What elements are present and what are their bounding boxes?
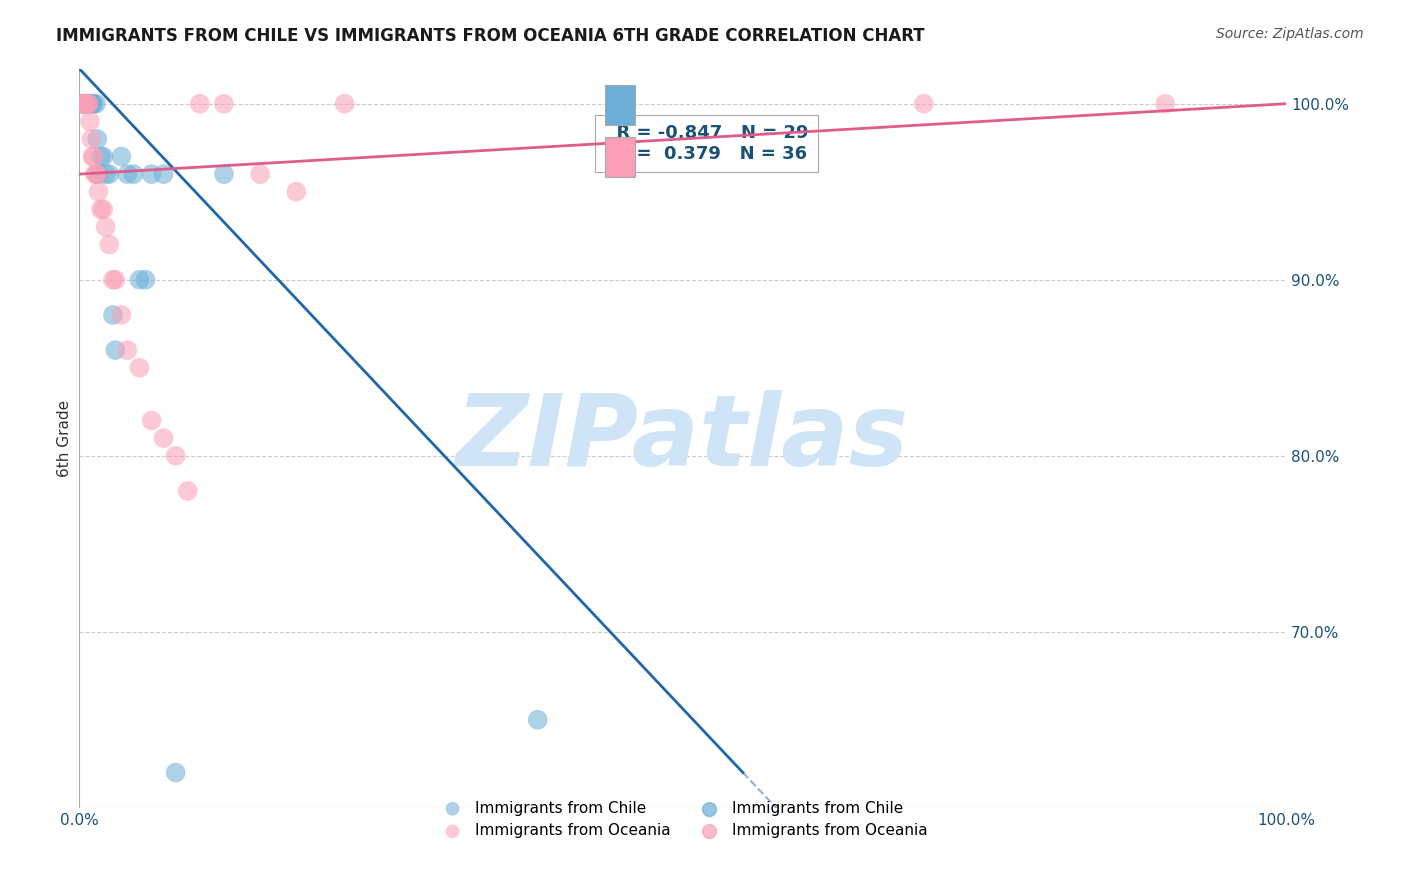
Text: Source: ZipAtlas.com: Source: ZipAtlas.com [1216, 27, 1364, 41]
Immigrants from Chile [84, 96, 107, 111]
Immigrants from Oceania [84, 167, 107, 181]
Immigrants from Chile [86, 132, 108, 146]
Immigrants from Oceania [80, 132, 103, 146]
Immigrants from Chile [87, 167, 110, 181]
Immigrants from Oceania [87, 185, 110, 199]
Immigrants from Oceania [117, 343, 139, 358]
Immigrants from Oceania [82, 149, 104, 163]
Immigrants from Chile [98, 167, 121, 181]
Immigrants from Oceania [98, 237, 121, 252]
Immigrants from Oceania [177, 483, 200, 498]
Immigrants from Oceania [104, 273, 127, 287]
Legend: Immigrants from Chile, Immigrants from Oceania, Immigrants from Chile, Immigrant: Immigrants from Chile, Immigrants from O… [432, 795, 934, 845]
Immigrants from Oceania [72, 96, 94, 111]
Immigrants from Chile [73, 96, 96, 111]
Immigrants from Oceania [110, 308, 132, 322]
Immigrants from Oceania [912, 96, 935, 111]
FancyBboxPatch shape [606, 85, 636, 126]
Immigrants from Chile [79, 96, 101, 111]
Immigrants from Chile [75, 96, 97, 111]
Immigrants from Chile [122, 167, 145, 181]
Immigrants from Oceania [671, 149, 693, 163]
Immigrants from Chile [80, 96, 103, 111]
Immigrants from Oceania [212, 96, 235, 111]
Immigrants from Oceania [188, 96, 211, 111]
Immigrants from Chile [91, 149, 114, 163]
Text: R = -0.847   N = 29
  R =  0.379   N = 36: R = -0.847 N = 29 R = 0.379 N = 36 [605, 124, 808, 162]
Immigrants from Chile [77, 96, 100, 111]
Y-axis label: 6th Grade: 6th Grade [58, 400, 72, 476]
Immigrants from Chile [117, 167, 139, 181]
Immigrants from Oceania [333, 96, 356, 111]
Immigrants from Oceania [75, 96, 97, 111]
Immigrants from Chile [165, 765, 187, 780]
Immigrants from Oceania [152, 431, 174, 445]
Immigrants from Chile [82, 96, 104, 111]
Immigrants from Oceania [73, 96, 96, 111]
Immigrants from Chile [212, 167, 235, 181]
Immigrants from Chile [83, 96, 105, 111]
Immigrants from Oceania [91, 202, 114, 217]
Immigrants from Oceania [285, 185, 308, 199]
Immigrants from Oceania [90, 202, 112, 217]
Immigrants from Chile [72, 96, 94, 111]
Immigrants from Chile [152, 167, 174, 181]
Immigrants from Chile [526, 713, 548, 727]
Immigrants from Chile [141, 167, 163, 181]
Immigrants from Oceania [77, 96, 100, 111]
Immigrants from Chile [128, 273, 150, 287]
Immigrants from Oceania [75, 96, 97, 111]
Immigrants from Oceania [70, 96, 93, 111]
Immigrants from Chile [104, 343, 127, 358]
FancyBboxPatch shape [606, 136, 636, 178]
Immigrants from Oceania [83, 167, 105, 181]
Immigrants from Chile [101, 308, 124, 322]
Immigrants from Oceania [101, 273, 124, 287]
Immigrants from Oceania [79, 114, 101, 128]
Immigrants from Oceania [141, 413, 163, 427]
Text: IMMIGRANTS FROM CHILE VS IMMIGRANTS FROM OCEANIA 6TH GRADE CORRELATION CHART: IMMIGRANTS FROM CHILE VS IMMIGRANTS FROM… [56, 27, 925, 45]
Immigrants from Chile [75, 96, 97, 111]
Immigrants from Oceania [76, 96, 98, 111]
Immigrants from Chile [90, 149, 112, 163]
Immigrants from Oceania [1154, 96, 1177, 111]
Immigrants from Chile [110, 149, 132, 163]
Immigrants from Oceania [165, 449, 187, 463]
Immigrants from Oceania [86, 167, 108, 181]
Immigrants from Chile [76, 96, 98, 111]
Immigrants from Oceania [249, 167, 271, 181]
Immigrants from Chile [134, 273, 156, 287]
Immigrants from Oceania [128, 360, 150, 375]
Immigrants from Oceania [94, 219, 117, 234]
Immigrants from Chile [94, 167, 117, 181]
Text: ZIPatlas: ZIPatlas [456, 390, 910, 487]
Immigrants from Oceania [83, 149, 105, 163]
